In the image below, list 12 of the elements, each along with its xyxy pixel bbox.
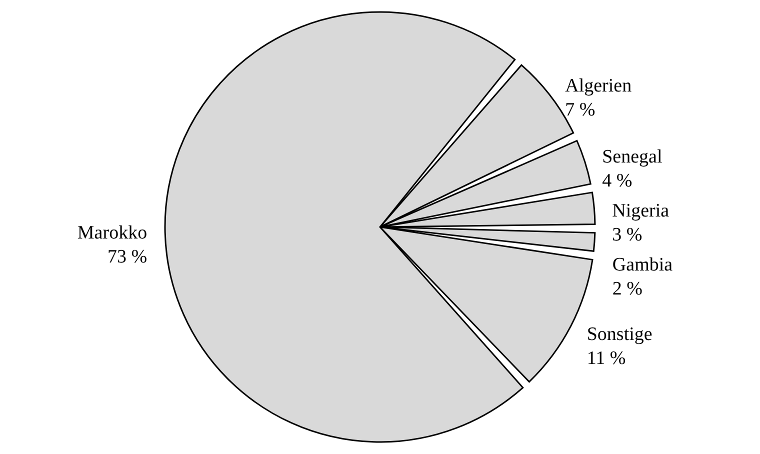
slice-label: Sonstige — [586, 324, 652, 346]
slice-label: Gambia — [612, 254, 674, 276]
slice-label: Senegal — [602, 146, 662, 168]
data-label: 7 % — [565, 99, 596, 120]
data-label: 3 % — [612, 224, 642, 246]
slice-label: Algerien — [565, 75, 632, 96]
data-label: 4 % — [602, 170, 632, 192]
slice-label: Marokko — [77, 222, 148, 244]
data-label: 11 % — [586, 348, 626, 370]
slice-label: Nigeria — [612, 200, 670, 222]
data-label: 73 % — [107, 246, 148, 268]
data-label: 2 % — [612, 278, 643, 300]
